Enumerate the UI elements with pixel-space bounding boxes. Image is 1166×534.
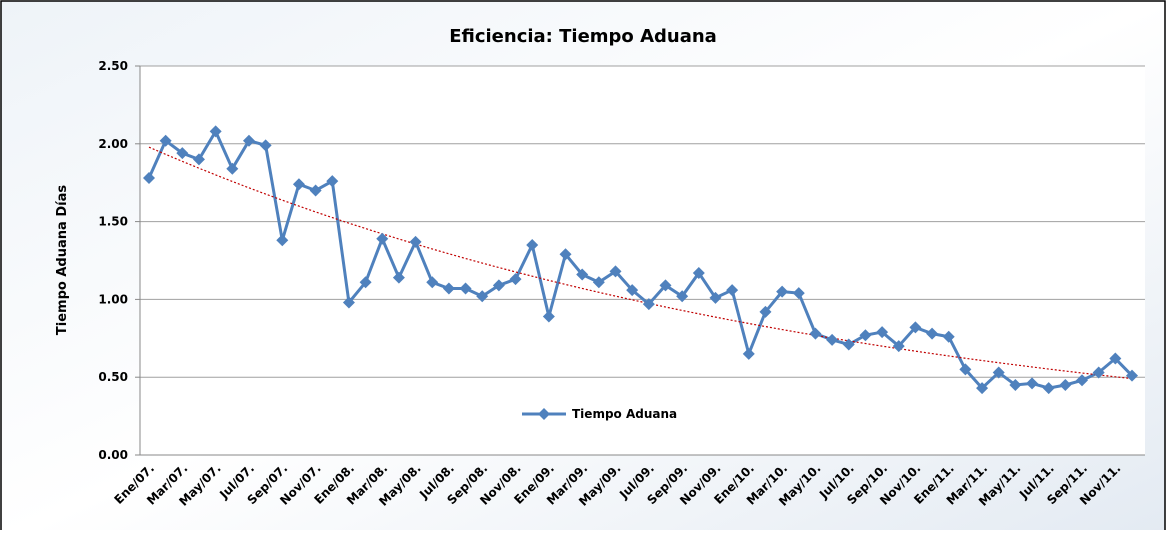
data-point [1026,377,1039,390]
data-point [1092,366,1105,379]
trendline [148,146,1133,380]
data-point [592,276,605,289]
data-point [1009,378,1022,391]
y-tick-label: 0.50 [98,370,128,384]
data-point [976,382,989,395]
y-tick-label: 1.00 [98,292,128,306]
data-point [1076,374,1089,387]
data-point [376,232,389,245]
data-point [542,310,555,323]
data-point [992,366,1005,379]
data-point [326,175,339,188]
data-point [476,290,489,303]
data-point [492,279,505,292]
data-point [1059,378,1072,391]
data-point [892,340,905,353]
data-point [642,298,655,311]
data-point [826,333,839,346]
data-point [143,172,155,185]
chart-title: Eficiencia: Tiempo Aduana [449,26,717,47]
data-point [559,248,572,261]
data-point [1109,352,1122,365]
data-point [276,234,289,247]
data-point [409,235,422,248]
data-point [576,268,589,281]
legend-marker [538,408,550,420]
data-point [392,271,405,284]
y-tick-label: 1.50 [98,215,128,229]
data-point [342,296,355,309]
data-point [842,338,855,351]
data-point [692,266,705,279]
y-tick-label: 2.00 [98,137,128,151]
data-point [859,329,872,342]
data-point [709,291,722,304]
data-point [176,147,189,160]
data-point [292,178,305,191]
data-point [426,276,439,289]
data-point [776,285,789,298]
data-point [526,238,539,251]
data-point [1126,369,1138,382]
y-tick-label: 0.00 [98,448,128,462]
data-point [792,287,805,300]
data-point [676,290,689,303]
data-point [809,327,822,340]
data-point [192,153,205,166]
data-point [242,134,255,147]
data-point [159,134,172,147]
data-point [442,282,455,295]
data-point [659,279,672,292]
data-point [259,139,272,152]
data-point [959,363,972,376]
data-point [609,265,622,278]
data-point [909,321,922,334]
plot-area [140,66,1145,455]
data-point [759,305,772,318]
data-point [726,284,739,297]
data-point [876,326,889,339]
y-axis-label: Tiempo Aduana Días [55,185,70,335]
data-point [359,276,372,289]
data-point [1042,382,1055,395]
data-point [742,347,755,360]
data-point [626,284,639,297]
data-point [309,184,322,197]
data-point [209,125,222,138]
y-tick-label: 2.50 [98,59,128,73]
data-point [459,282,472,295]
data-point [942,330,955,343]
legend-label: Tiempo Aduana [572,407,677,421]
data-point [226,162,239,175]
data-point [926,327,939,340]
data-point [509,273,522,286]
